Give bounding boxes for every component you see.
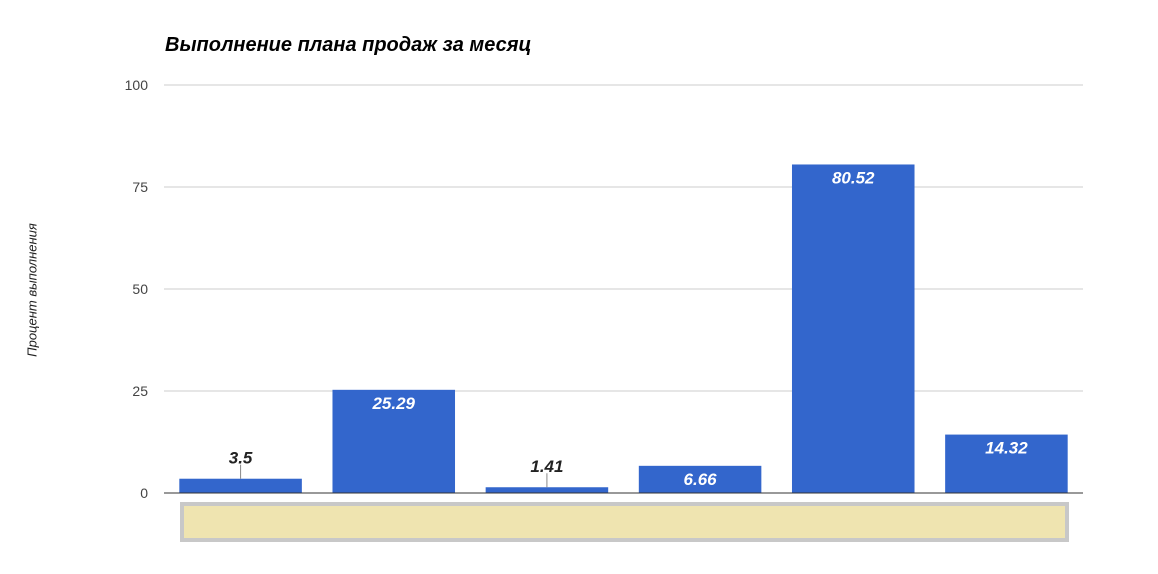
y-tick-label: 100 [125, 77, 149, 93]
data-label: 25.29 [371, 394, 415, 413]
y-tick-label: 25 [132, 383, 148, 399]
data-label: 1.41 [530, 457, 563, 476]
data-label: 80.52 [832, 168, 875, 187]
data-label: 3.5 [229, 449, 253, 468]
chart-title: Выполнение плана продаж за месяц [165, 34, 532, 56]
range-scroll-panel[interactable] [180, 502, 1069, 542]
bar [179, 478, 302, 493]
data-label: 6.66 [684, 470, 718, 489]
bar [485, 487, 609, 493]
bar [638, 465, 762, 493]
y-tick-label: 50 [132, 281, 148, 297]
y-tick-label: 75 [132, 179, 148, 195]
y-tick-label: 0 [140, 485, 148, 501]
data-label: 14.32 [985, 439, 1028, 458]
bar [332, 389, 456, 493]
bar [791, 164, 915, 493]
bar [945, 434, 1068, 493]
